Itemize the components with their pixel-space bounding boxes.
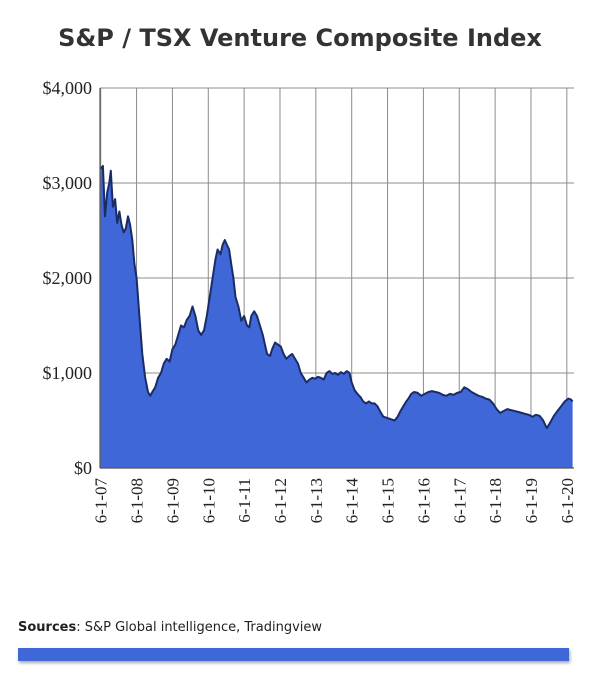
y-tick-label: $3,000: [43, 173, 93, 193]
x-tick-label: 6-1-16: [414, 478, 433, 523]
area-fill: [100, 165, 573, 468]
x-axis-ticks: 6-1-07 6-1-08 6-1-09 6-1-10 6-1-11 6-1-12 6-1-…: [92, 478, 577, 524]
area-series: [99, 164, 574, 468]
x-tick-label: 6-1-10: [199, 478, 218, 523]
y-tick-label: $2,000: [43, 268, 93, 288]
sources-note: Sources: S&P Global intelligence, Tradin…: [18, 620, 322, 635]
x-tick-label: 6-1-08: [128, 478, 147, 523]
x-tick-label: 6-1-15: [379, 478, 398, 523]
y-tick-label: $0: [74, 458, 92, 478]
x-tick-label: 6-1-12: [271, 478, 290, 523]
x-tick-label: 6-1-14: [343, 478, 362, 524]
chart-title: S&P / TSX Venture Composite Index: [58, 24, 542, 52]
x-tick-label: 6-1-13: [307, 478, 326, 523]
x-tick-label: 6-1-17: [450, 478, 469, 524]
axes: [99, 88, 574, 469]
y-axis-ticks: $0 $1,000 $2,000 $3,000 $4,000: [43, 78, 93, 478]
x-tick-label: 6-1-07: [92, 478, 111, 524]
series-line: [99, 164, 574, 430]
y-tick-label: $4,000: [43, 78, 93, 98]
chart: $0$1,000$2,000$3,000$4,000 6-1-07 6-1-08 6…: [43, 78, 577, 524]
x-tick-label: 6-1-11: [235, 478, 254, 523]
x-tick-label: 6-1-18: [486, 478, 505, 523]
x-tick-label: 6-1-19: [522, 478, 541, 523]
sources-label: Sources: [18, 620, 77, 635]
x-tick-label: 6-1-20: [558, 478, 577, 523]
footer-bar: [18, 648, 569, 661]
y-tick-label: $1,000: [43, 363, 93, 383]
x-tick-label: 6-1-09: [163, 478, 182, 523]
sources-text: : S&P Global intelligence, Tradingview: [76, 620, 323, 635]
